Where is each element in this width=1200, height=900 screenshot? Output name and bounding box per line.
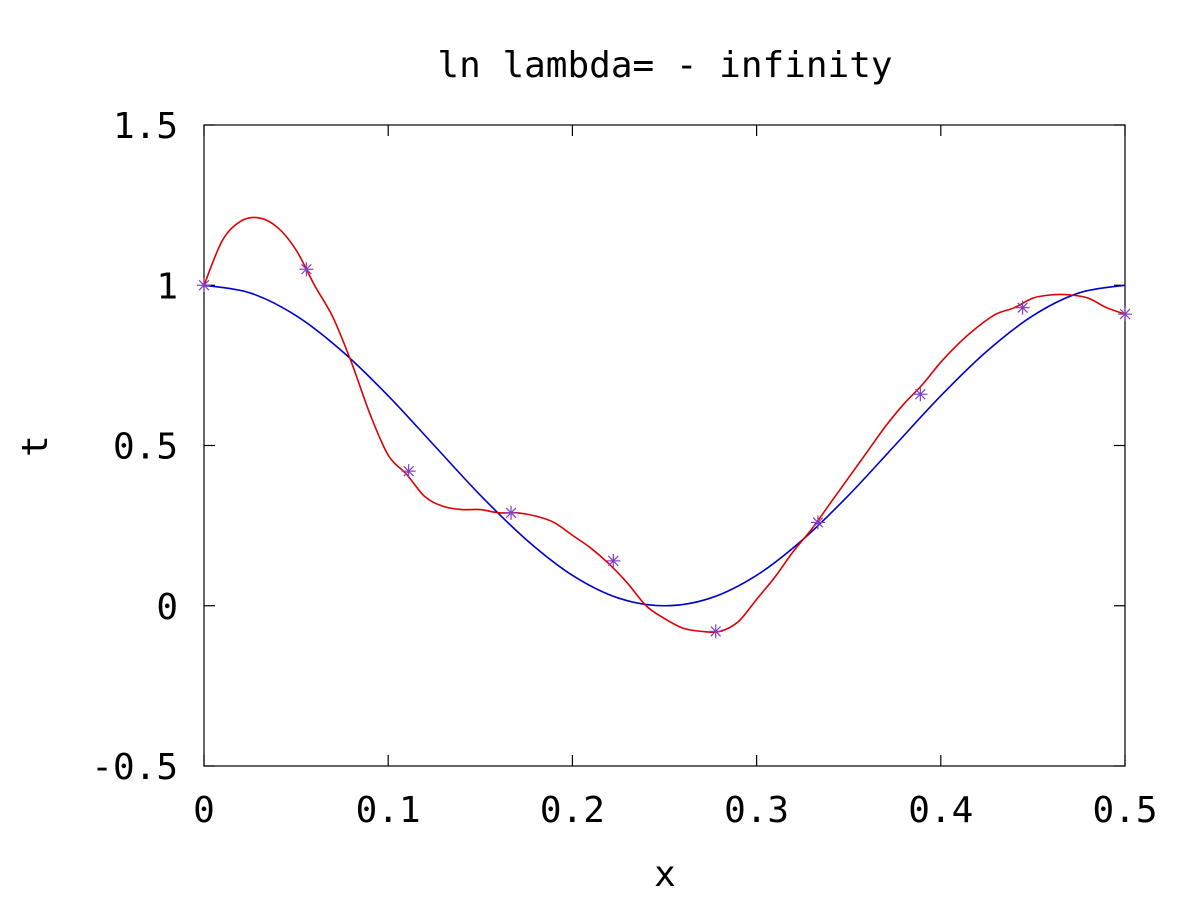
- data-point: [913, 387, 928, 402]
- x-tick-label: 0.1: [356, 790, 421, 831]
- y-tick-label: 0.5: [113, 427, 178, 468]
- data-point: [401, 464, 416, 479]
- data-point: [504, 505, 519, 520]
- series-line-1: [203, 284, 1126, 607]
- y-tick-label: 1.5: [113, 106, 178, 147]
- x-tick-label: 0.5: [1092, 790, 1157, 831]
- x-tick-label: 0: [193, 790, 215, 831]
- series-line-2: [203, 216, 1126, 634]
- x-tick-label: 0.2: [540, 790, 605, 831]
- plot-area: 0 0.1 0.2 0.3 0.4 0.5 -0.5 0 0.5 1 1.5: [91, 106, 1157, 831]
- data-point: [1118, 307, 1132, 322]
- data-point: [810, 515, 825, 530]
- y-tick-label: -0.5: [91, 747, 178, 788]
- y-axis-label: t: [15, 435, 56, 457]
- series-lines: [203, 216, 1126, 634]
- chart-title: ln lambda= - infinity: [437, 45, 892, 86]
- y-tick-label: 0: [156, 587, 178, 628]
- series-points: [197, 262, 1132, 639]
- x-axis-label: x: [654, 854, 676, 895]
- data-point: [1015, 300, 1030, 315]
- data-point: [299, 262, 314, 277]
- data-point: [708, 624, 723, 639]
- x-tick-label: 0.4: [908, 790, 973, 831]
- y-tick-label: 1: [156, 266, 178, 307]
- y-axis: -0.5 0 0.5 1 1.5: [91, 106, 1125, 788]
- x-axis: 0 0.1 0.2 0.3 0.4 0.5: [193, 125, 1158, 831]
- x-tick-label: 0.3: [724, 790, 789, 831]
- data-point: [606, 553, 621, 568]
- data-point: [197, 278, 211, 293]
